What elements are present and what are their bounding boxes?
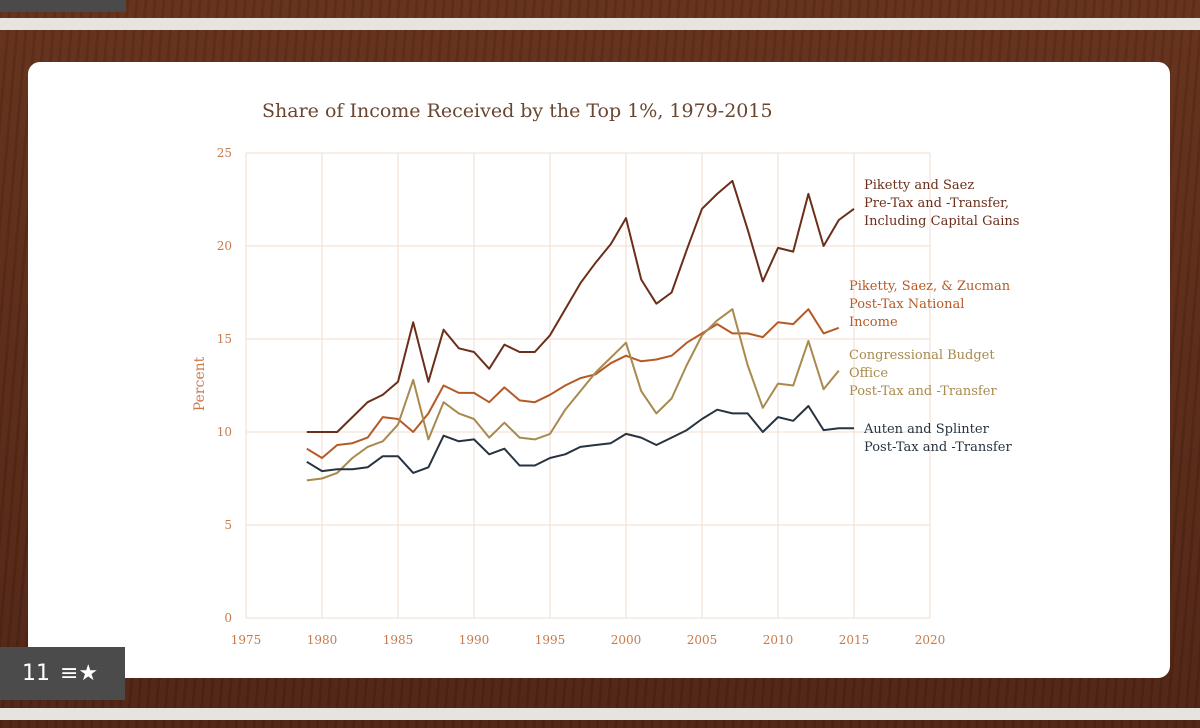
legend-label-line: Including Capital Gains — [864, 214, 1019, 229]
x-tick-label-1985: 1985 — [383, 633, 414, 647]
legend-label-piketty-saez: Piketty and Saez Pre-Tax and -Transfer, In… — [864, 178, 1019, 229]
legend-layer: Piketty and Saez Pre-Tax and -Transfer, In… — [849, 178, 1019, 455]
y-tick-label-25: 25 — [217, 146, 232, 160]
x-tick-label-1980: 1980 — [307, 633, 338, 647]
top-toolbar-tab — [0, 0, 126, 12]
legend-label-line: Congressional Budget — [849, 348, 995, 363]
top-edge-strip — [0, 18, 1200, 30]
series-line-piketty-saez — [306, 179, 855, 433]
tick-layer: 0 5 10 15 20 25 1975 1980 1985 1990 1995 2000 2005 20… — [217, 146, 946, 647]
line-chart: Share of Income Received by the Top 1%, … — [192, 100, 1019, 647]
grid-layer — [245, 152, 931, 619]
y-tick-label-5: 5 — [224, 518, 232, 532]
legend-label-line: Office — [849, 366, 888, 381]
legend-label-cbo: Congressional Budget Office Post-Tax and -… — [849, 348, 997, 399]
series-layer — [306, 179, 855, 482]
chart-title: Share of Income Received by the Top 1%, … — [262, 100, 773, 122]
legend-label-line: Auten and Splinter — [863, 422, 990, 437]
legend-label-line: Pre-Tax and -Transfer, — [864, 196, 1009, 211]
y-axis-label: Percent — [192, 356, 208, 411]
x-tick-label-1995: 1995 — [535, 633, 566, 647]
legend-label-line: Post-Tax and -Transfer — [864, 440, 1012, 455]
x-tick-label-2000: 2000 — [611, 633, 642, 647]
legend-label-line: Post-Tax National — [849, 297, 964, 312]
x-tick-label-1990: 1990 — [459, 633, 490, 647]
y-tick-label-15: 15 — [217, 332, 232, 346]
bottom-edge-strip — [0, 708, 1200, 720]
y-tick-label-10: 10 — [217, 425, 232, 439]
x-tick-label-1975: 1975 — [231, 633, 262, 647]
x-tick-label-2020: 2020 — [915, 633, 946, 647]
menu-star-icon[interactable]: ≡★ — [60, 661, 99, 686]
legend-label-piketty-saez-zucman: Piketty, Saez, & Zucman Post-Tax National… — [849, 279, 1011, 330]
y-tick-label-20: 20 — [217, 239, 232, 253]
legend-label-auten-splinter: Auten and Splinter Post-Tax and -Transfer — [863, 422, 1012, 455]
x-tick-label-2005: 2005 — [687, 633, 718, 647]
slide-number: 11 — [22, 661, 50, 686]
legend-label-line: Piketty, Saez, & Zucman — [849, 279, 1011, 294]
slide-card: Share of Income Received by the Top 1%, … — [28, 62, 1170, 678]
series-line-auten-splinter — [306, 405, 854, 474]
legend-label-line: Income — [849, 315, 898, 330]
series-line-piketty-saez-zucman — [306, 308, 840, 459]
series-line-cbo — [306, 308, 840, 482]
x-tick-label-2010: 2010 — [763, 633, 794, 647]
y-tick-label-0: 0 — [224, 611, 232, 625]
legend-label-line: Piketty and Saez — [864, 178, 974, 193]
x-tick-label-2015: 2015 — [839, 633, 870, 647]
slide-counter[interactable]: 11 ≡★ — [0, 647, 125, 700]
legend-label-line: Post-Tax and -Transfer — [849, 384, 997, 399]
